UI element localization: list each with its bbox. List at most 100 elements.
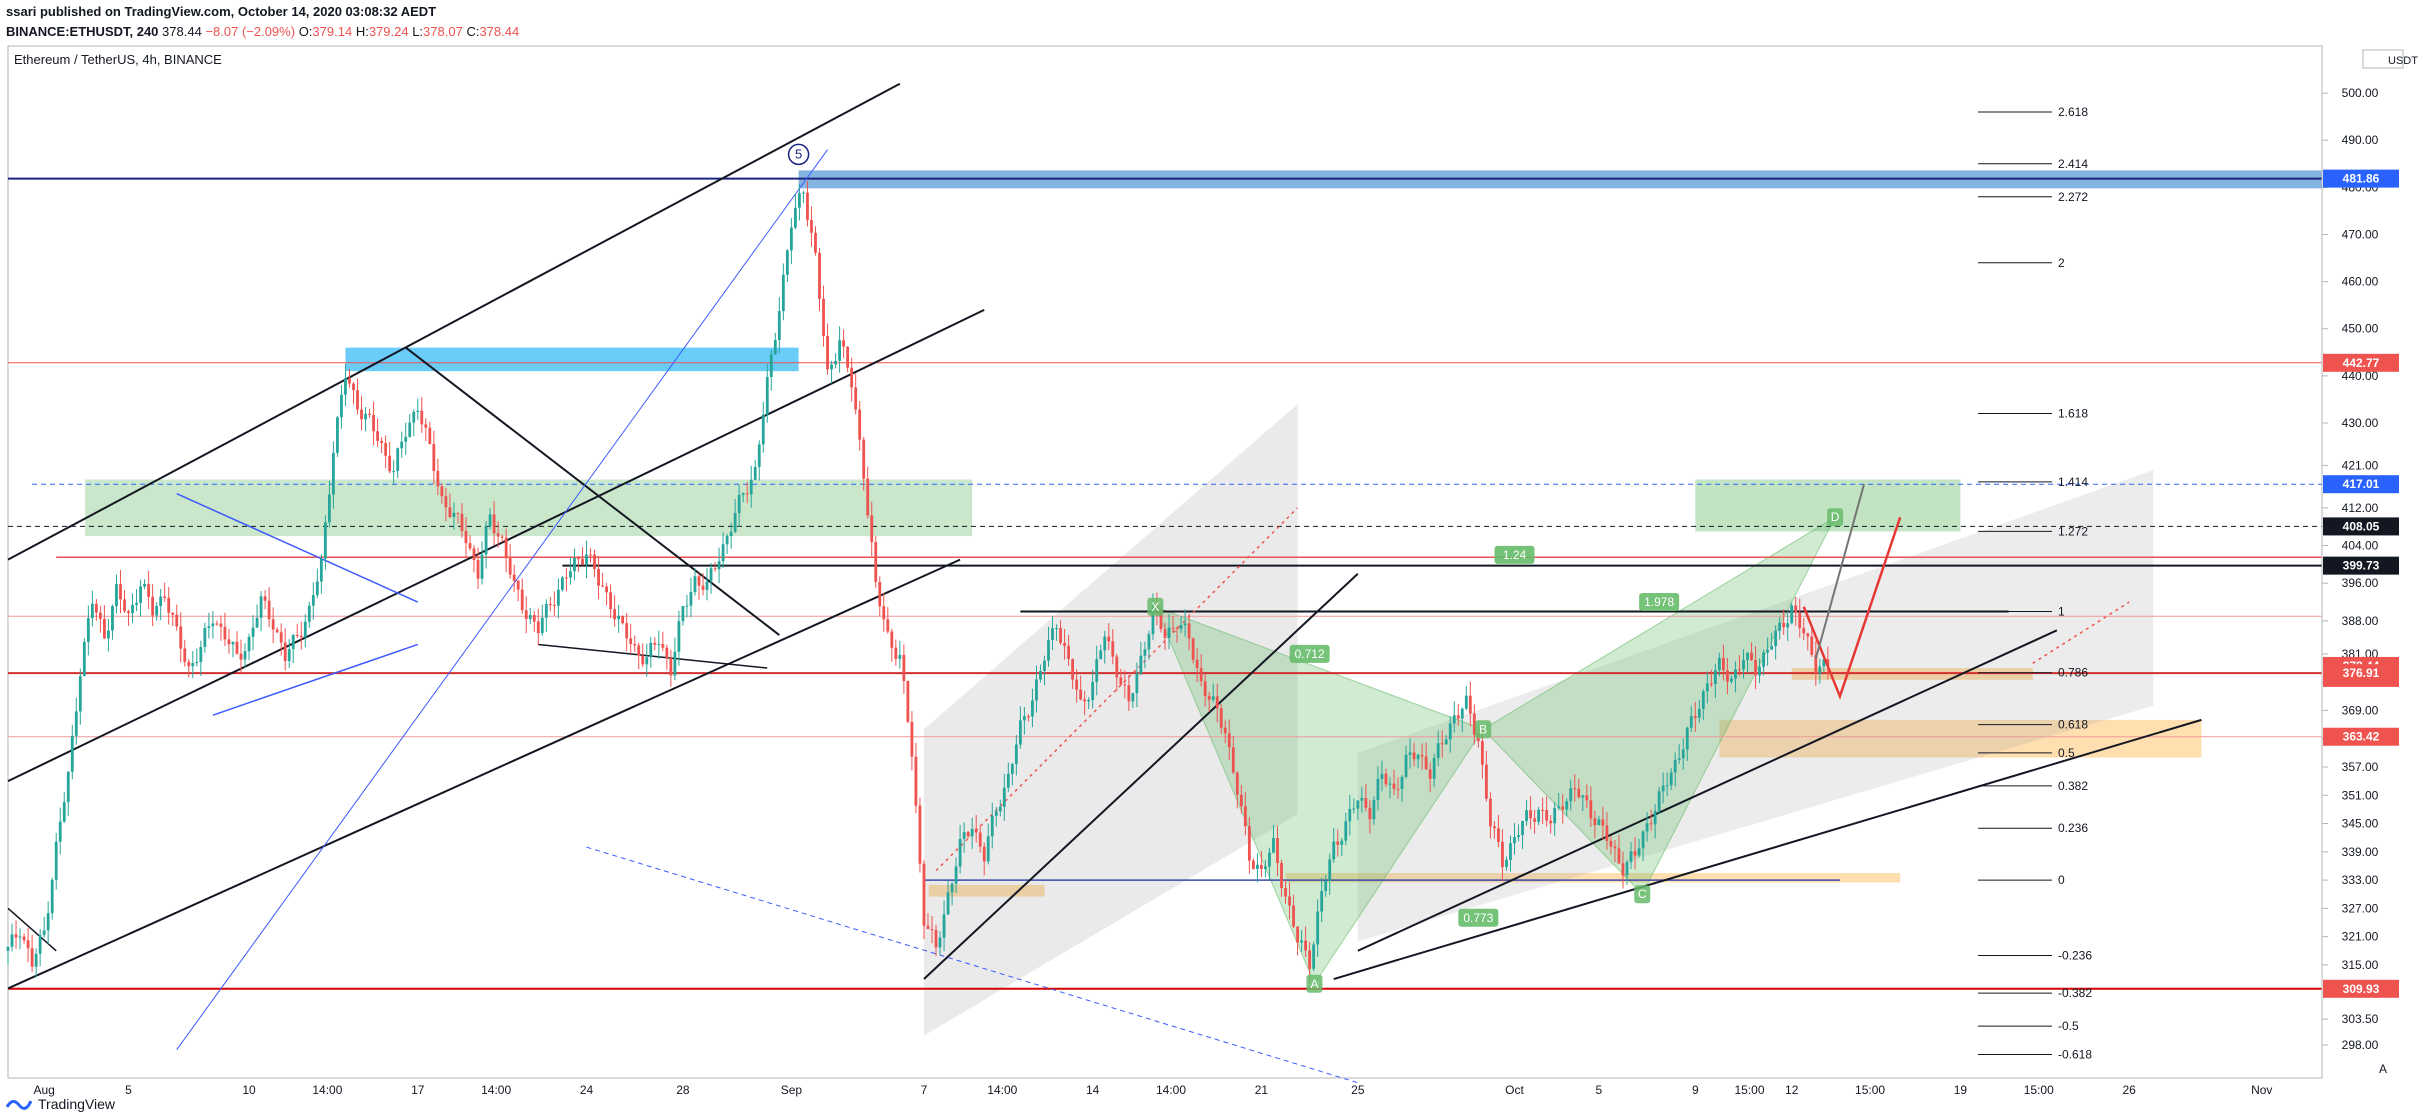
candle-body xyxy=(866,478,870,516)
candle-body xyxy=(344,378,347,395)
candle-body xyxy=(327,494,331,523)
candle-body xyxy=(1243,806,1247,827)
candle-body xyxy=(1585,795,1589,801)
candle-body xyxy=(191,663,195,667)
candle-body xyxy=(1123,684,1127,686)
candle-body xyxy=(247,636,251,652)
candle-body xyxy=(1501,841,1504,868)
price-tick-label: 315.00 xyxy=(2342,958,2379,972)
candle-body xyxy=(1014,744,1018,765)
auto-scale-button[interactable]: A xyxy=(2379,1062,2387,1076)
price-tick-label: 430.00 xyxy=(2342,416,2379,430)
candle-body xyxy=(70,735,74,772)
candle-body xyxy=(1717,657,1721,671)
candle-body xyxy=(653,642,657,645)
fib-label: 2.414 xyxy=(2058,157,2088,171)
candle-body xyxy=(1766,649,1770,653)
chart-header: ssari published on TradingView.com, Octo… xyxy=(6,2,519,42)
candle-body xyxy=(701,585,705,590)
time-tick-label: 15:00 xyxy=(1735,1083,1765,1097)
candle-body xyxy=(1428,769,1432,779)
fib-label: 2.272 xyxy=(2058,190,2088,204)
candle-body xyxy=(211,623,215,627)
ratio-label: 1.978 xyxy=(1644,595,1674,609)
candle-body xyxy=(1746,652,1749,660)
candle-body xyxy=(1436,743,1440,759)
candle-body xyxy=(838,340,841,361)
footer: TradingView xyxy=(6,1090,115,1118)
candle-body xyxy=(773,339,777,355)
candle-body xyxy=(520,589,524,611)
candle-body xyxy=(368,413,371,415)
candle-body xyxy=(902,654,906,681)
candle-body xyxy=(348,378,351,384)
candle-body xyxy=(131,604,134,614)
candle-body xyxy=(681,606,685,622)
candle-body xyxy=(1304,940,1308,951)
candle-body xyxy=(500,536,504,538)
time-tick-label: 15:00 xyxy=(2024,1083,2054,1097)
tradingview-logo-icon xyxy=(6,1100,32,1110)
candle-body xyxy=(665,647,669,659)
candle-body xyxy=(1565,801,1569,810)
candle-body xyxy=(26,940,30,949)
candle-body xyxy=(1798,612,1802,629)
candle-body xyxy=(416,410,420,412)
candle-body xyxy=(139,586,142,603)
zone-demand-orange-3 xyxy=(1285,873,1901,883)
candle-body xyxy=(1207,696,1211,700)
candle-body xyxy=(86,618,90,642)
candle-body xyxy=(203,628,207,647)
candle-body xyxy=(974,828,978,833)
candle-body xyxy=(183,648,187,662)
candle-body xyxy=(1424,756,1428,770)
candle-body xyxy=(1272,838,1275,853)
price-tick-label: 440.00 xyxy=(2342,369,2379,383)
time-tick-label: 7 xyxy=(921,1083,928,1097)
candle-body xyxy=(777,311,781,340)
candle-body xyxy=(42,930,46,936)
projection-arrow-grey xyxy=(1814,483,1865,659)
candle-body xyxy=(90,603,94,619)
candle-body xyxy=(360,409,363,420)
candle-body xyxy=(1320,891,1324,912)
candle-body xyxy=(1336,841,1340,845)
candles-layer xyxy=(6,180,1830,983)
fib-label: 1.618 xyxy=(2058,407,2088,421)
wedge-blue-top xyxy=(176,492,419,603)
ratio-label: 0.773 xyxy=(1463,911,1493,925)
candle-body xyxy=(412,411,416,423)
candle-body xyxy=(1730,678,1733,682)
candle-body xyxy=(1047,639,1050,661)
candle-body xyxy=(384,442,388,456)
candle-body xyxy=(1593,818,1597,826)
fib-label: 2 xyxy=(2058,256,2065,270)
candle-body xyxy=(1609,840,1613,847)
candle-body xyxy=(621,615,625,624)
candle-body xyxy=(38,935,42,954)
candle-body xyxy=(1010,764,1014,774)
candle-body xyxy=(1340,840,1344,845)
candle-body xyxy=(1573,788,1577,790)
candle-body xyxy=(1758,666,1761,676)
candle-body xyxy=(1316,911,1320,945)
candle-body xyxy=(1794,605,1798,613)
candle-body xyxy=(1328,859,1332,881)
candle-body xyxy=(818,252,821,299)
ratio-box xyxy=(1639,593,1680,612)
candle-body xyxy=(1115,656,1119,678)
candle-body xyxy=(890,631,894,648)
candle-body xyxy=(46,913,50,931)
candle-body xyxy=(78,676,82,712)
candle-body xyxy=(14,934,18,938)
time-tick-label: 14:00 xyxy=(987,1083,1017,1097)
projection-grey-2 xyxy=(1357,470,2154,942)
candle-body xyxy=(1300,940,1303,943)
candle-body xyxy=(1814,654,1818,674)
candle-body xyxy=(1625,861,1629,876)
candle-body xyxy=(613,609,617,620)
candle-body xyxy=(195,661,199,664)
candle-body xyxy=(870,515,874,543)
candle-body xyxy=(1195,659,1199,668)
